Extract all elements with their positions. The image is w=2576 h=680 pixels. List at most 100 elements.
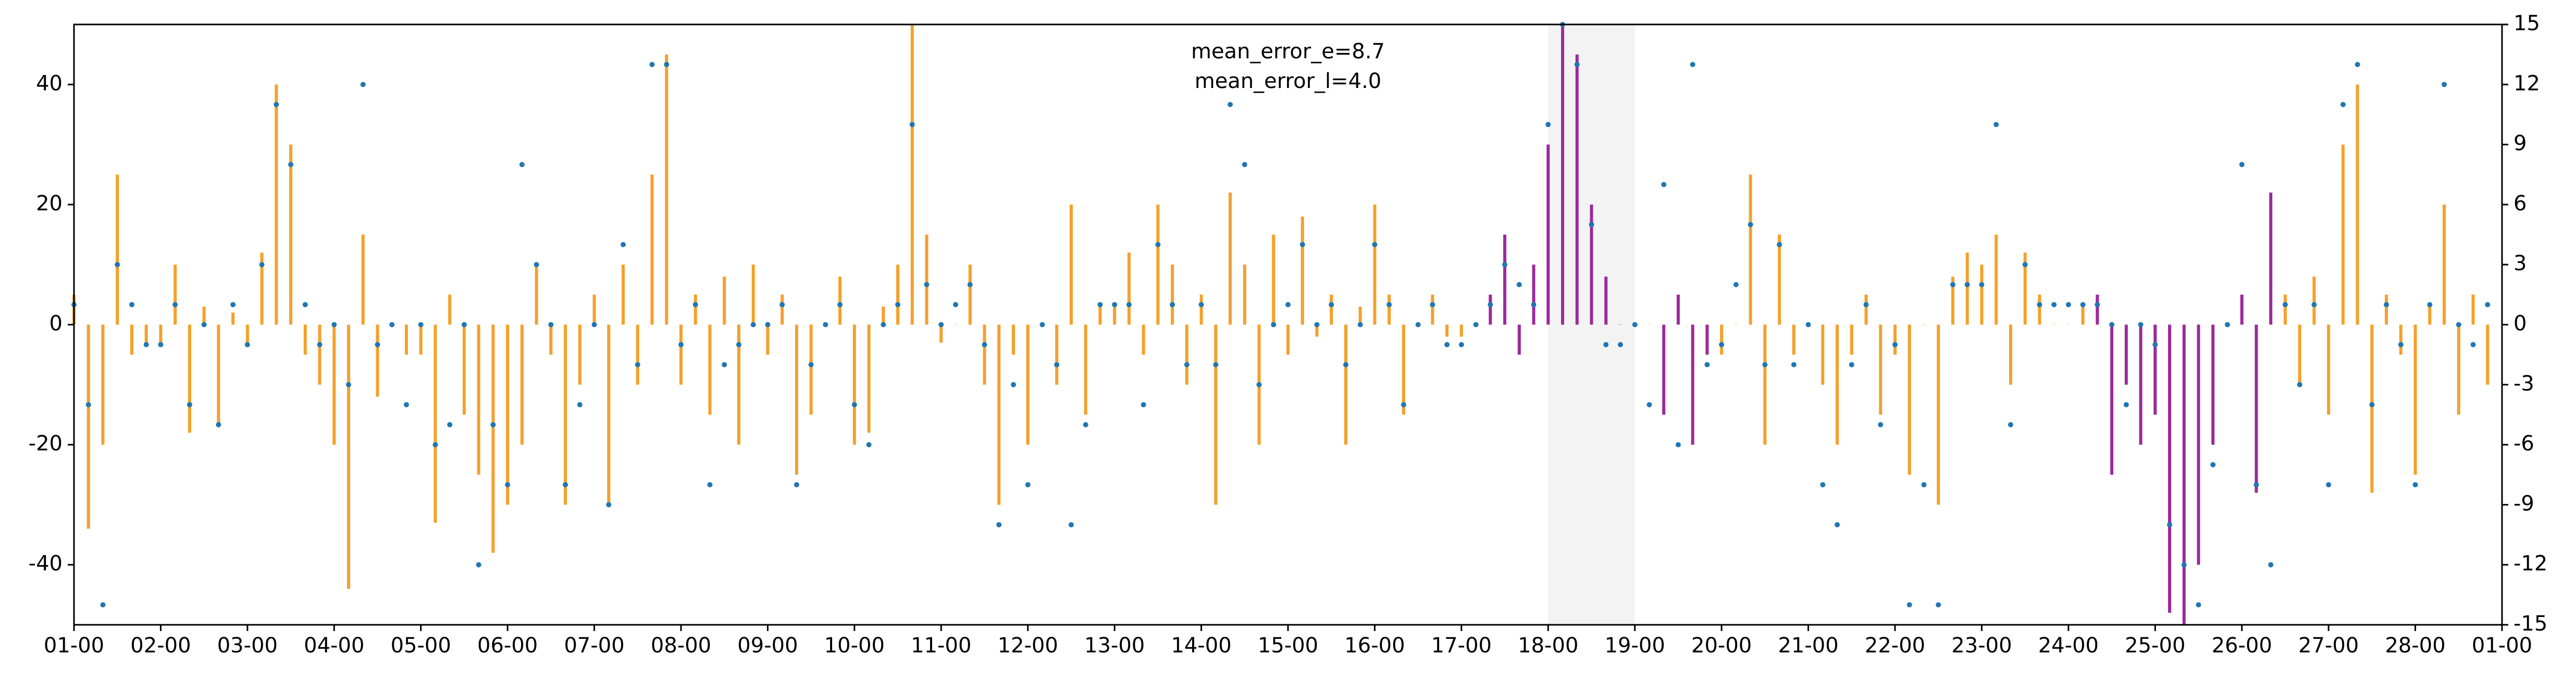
point [1357,322,1363,328]
point [2051,302,2057,308]
point [346,382,352,387]
point [779,302,785,308]
x-tick-label: 26-00 [2212,634,2272,658]
point [851,402,857,408]
bar [1546,144,1550,325]
point [881,322,886,328]
bar [86,324,90,529]
y2-tick-label: -9 [2513,492,2534,515]
point [2340,102,2346,107]
bar [1113,306,1117,325]
bar [1199,294,1203,325]
x-tick-label: 05-00 [391,634,451,658]
x-tick-label: 04-00 [304,634,364,658]
bar [2211,324,2215,445]
point [158,342,164,347]
bar [867,324,871,433]
point [447,422,453,427]
bar [1431,294,1434,325]
point [360,82,366,87]
point [1531,302,1537,308]
x-tick-label: 27-00 [2298,634,2359,658]
point [519,162,525,168]
point [1950,282,1955,287]
point [1155,242,1161,247]
bar [2124,324,2128,385]
bar [1792,324,1795,355]
point [1964,282,1970,287]
point [2311,302,2317,308]
point [1906,602,1912,608]
bar [2255,324,2258,493]
bar [2413,324,2417,475]
point [750,322,756,328]
point [1170,302,1175,308]
bar [925,234,928,325]
x-tick-label: 15-00 [1258,634,1318,658]
point [1690,61,1695,67]
point [331,322,337,328]
point [1372,242,1378,247]
bar [130,324,133,355]
bar [231,312,235,325]
point [1430,302,1435,308]
point [1791,362,1797,368]
bar [1301,216,1304,325]
point [2152,342,2158,347]
bar [2370,324,2374,493]
point [2282,302,2288,308]
bar [1995,234,1998,325]
point [924,282,930,287]
bar [1286,324,1290,355]
y2-tick-label: -12 [2513,552,2547,576]
x-tick-label: 03-00 [217,634,278,658]
bar [1229,192,1232,325]
x-tick-label: 24-00 [2038,634,2099,658]
bar [896,265,900,325]
y2-tick-label: -15 [2513,612,2547,636]
bar [188,324,191,433]
y2-tick-label: 3 [2513,251,2527,275]
bar [1344,324,1347,445]
bar [1850,324,1853,355]
x-tick-label: 17-00 [1431,634,1492,658]
bar [275,84,278,325]
point [1184,362,1190,368]
bar [1214,324,1218,505]
x-tick-label: 02-00 [130,634,191,658]
point [736,342,741,347]
bar [592,294,596,325]
bar [2471,294,2475,325]
bar [1778,234,1781,325]
bar [520,324,524,445]
point [548,322,554,328]
bar [1720,324,1724,355]
point [895,302,901,308]
point [100,602,106,608]
bar [766,324,770,355]
point [1632,322,1638,328]
point [1849,362,1854,368]
point [2181,562,2187,568]
y-tick-label: 40 [36,71,63,95]
point [1993,122,1999,128]
bar [1676,294,1680,325]
bar [1532,265,1535,325]
point [2224,322,2230,328]
point [201,322,207,328]
point [621,242,626,247]
y-tick-label: -20 [29,432,63,456]
point [1719,342,1725,347]
bar [1315,324,1319,337]
point [1010,382,1016,387]
point [143,342,149,347]
bar [2096,294,2099,325]
y2-tick-label: 6 [2513,192,2527,216]
bar [2385,294,2388,325]
bar [2428,306,2432,325]
point [1198,302,1204,308]
bar [1243,265,1246,325]
point [1762,362,1768,368]
bar [1489,294,1492,325]
point [2109,322,2115,328]
